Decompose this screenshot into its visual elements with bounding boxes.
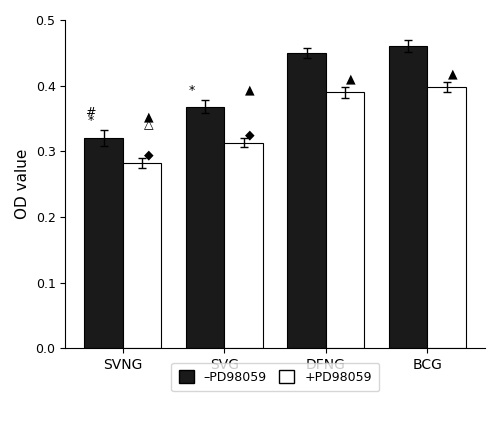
Y-axis label: OD value: OD value [15,149,30,220]
Text: ◆: ◆ [144,148,153,161]
Bar [224,143,263,349]
Bar [186,107,224,349]
Bar [84,138,123,349]
Bar [428,87,466,349]
Text: #: # [85,106,96,118]
Bar [326,92,364,349]
Bar [288,53,326,349]
Text: *: * [88,114,94,127]
Text: ◆: ◆ [245,129,254,142]
Text: ▲: ▲ [448,67,458,80]
Bar [123,163,162,349]
Text: △: △ [144,119,153,132]
Text: ▲: ▲ [144,111,153,124]
Text: ▲: ▲ [346,72,356,85]
Text: *: * [189,84,195,97]
Bar [389,46,428,349]
Legend: –PD98059, +PD98059: –PD98059, +PD98059 [171,363,379,392]
Text: ▲: ▲ [245,84,254,97]
